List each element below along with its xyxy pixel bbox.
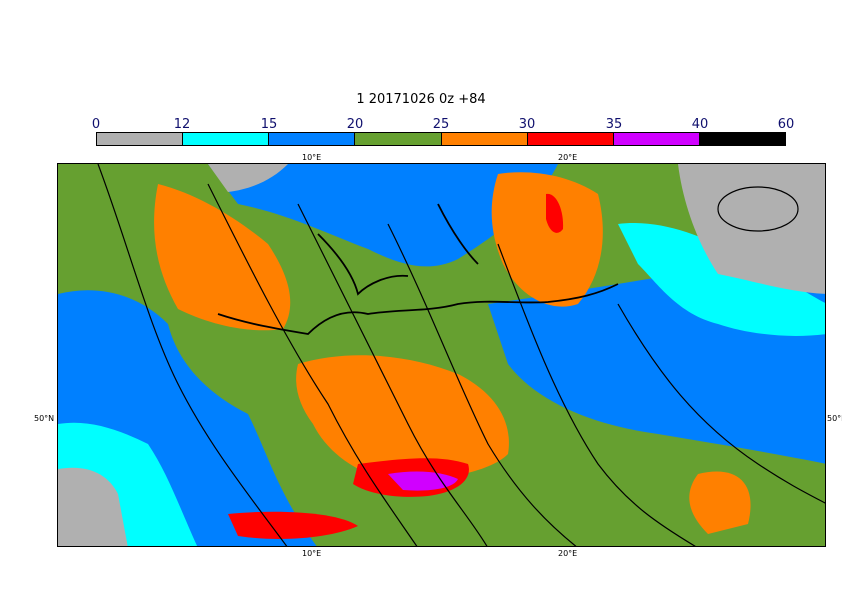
- lon-tick-bottom: 10°E: [302, 549, 322, 558]
- lon-tick-top: 20°E: [558, 153, 578, 162]
- legend-swatch: [183, 133, 270, 145]
- legend-swatch: [613, 133, 700, 145]
- field-grey-nw: [208, 164, 288, 192]
- legend-swatch: [527, 133, 614, 145]
- legend-swatch: [355, 133, 442, 145]
- legend-label: 40: [691, 117, 709, 132]
- legend-label: 35: [605, 117, 623, 132]
- legend-swatch: [699, 133, 785, 145]
- field-cyan-east: [618, 223, 825, 336]
- color-legend-bar: [96, 132, 786, 146]
- field-orange-central: [296, 355, 509, 484]
- map-panel: [57, 163, 826, 547]
- field-magenta-alps: [388, 471, 458, 491]
- legend-label: 12: [173, 117, 191, 132]
- field-blue-north: [208, 164, 558, 267]
- field-red-south: [228, 511, 358, 539]
- lat-tick-right: 50°N: [827, 414, 842, 423]
- field-orange-se: [689, 471, 751, 534]
- coastlines: [217, 203, 619, 335]
- lon-tick-bottom: 20°E: [558, 549, 578, 558]
- legend-label: 30: [518, 117, 536, 132]
- legend-label: 20: [346, 117, 364, 132]
- field-red-north: [546, 193, 564, 233]
- lat-tick-left: 50°N: [34, 414, 55, 423]
- legend-swatch: [441, 133, 528, 145]
- legend-swatch: [97, 133, 184, 145]
- field-grey-sw: [58, 467, 128, 546]
- field-orange-west: [154, 184, 291, 331]
- legend-label: 60: [777, 117, 795, 132]
- field-grey-ne: [678, 164, 825, 294]
- legend-swatch: [269, 133, 356, 145]
- map-title: 1 20171026 0z +84: [356, 92, 486, 107]
- legend-label: 0: [91, 117, 101, 132]
- map-field: [58, 164, 825, 546]
- field-orange-north: [491, 172, 603, 307]
- lon-tick-top: 10°E: [302, 153, 322, 162]
- isobar-lines: [97, 164, 825, 546]
- legend-label: 25: [432, 117, 450, 132]
- legend-label: 15: [260, 117, 278, 132]
